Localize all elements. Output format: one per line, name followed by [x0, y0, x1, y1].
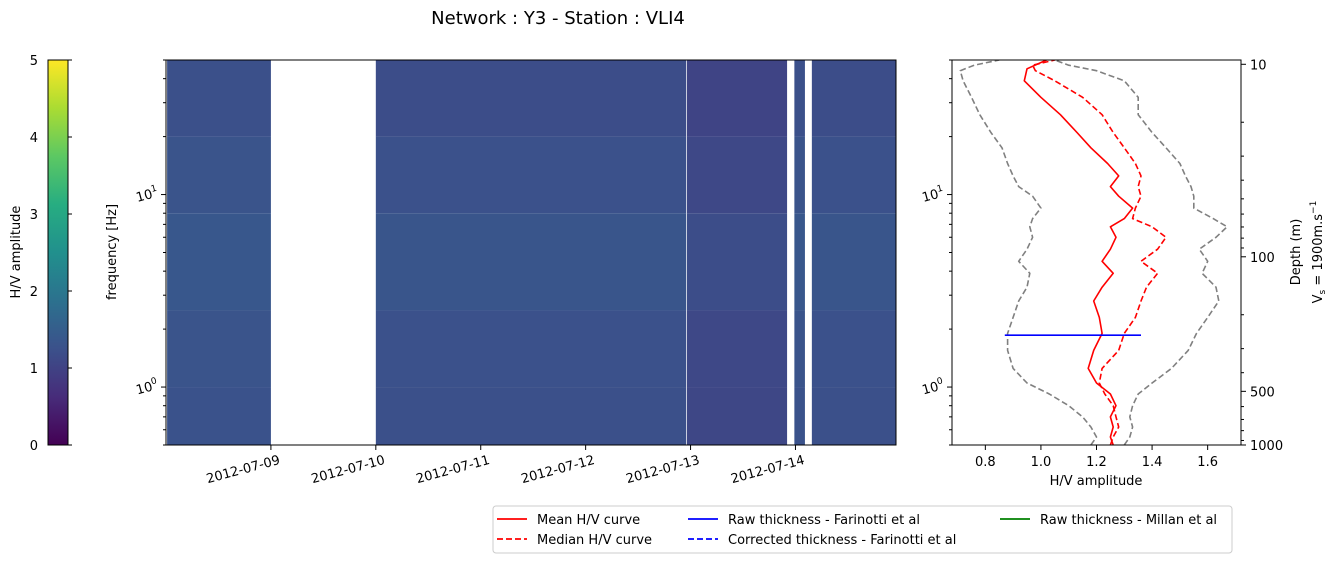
spectrogram-cell: [375, 136, 687, 214]
hv-x-ticks: 0.8 1.0 1.2 1.4 1.6: [975, 445, 1218, 470]
hv-curves: [959, 60, 1228, 445]
colorbar-tick-label: 2: [30, 285, 38, 300]
hv-depth-ticks: 10 100 500 1000: [1241, 58, 1283, 454]
hv-x-tick-label: 1.0: [1031, 455, 1052, 470]
spectrogram-cell: [167, 310, 271, 388]
hv-series-percentile-envelope: [959, 60, 1098, 445]
spectrogram-cell: [167, 213, 271, 311]
spectrogram-x-tick-label: 2012-07-14: [729, 453, 806, 487]
vs-subscript: s: [1318, 289, 1328, 294]
depth-tick-label: 1000: [1250, 439, 1283, 454]
hv-y-tick-label: 100: [920, 376, 946, 398]
colorbar-ticks: 0 1 2 3 4 5: [30, 54, 72, 454]
legend-label: Raw thickness - Farinotti et al: [728, 513, 920, 528]
spectrogram-cell: [167, 387, 271, 445]
spectrogram-cell: [686, 213, 788, 311]
spectrogram-x-tick-label: 2012-07-10: [310, 453, 387, 487]
spectrogram-cell: [375, 387, 687, 445]
figure-title: Network : Y3 - Station : VLI4: [431, 8, 685, 29]
spectrogram-data: [167, 60, 896, 445]
spectrogram-y-tick-exponent: 1: [150, 184, 158, 195]
vs-superscript: −1: [1309, 201, 1319, 214]
spectrogram-cell: [686, 136, 788, 214]
vs-text: = 1900m.s: [1311, 214, 1326, 290]
legend-items: Mean H/V curve Median H/V curve Raw thickn…: [497, 513, 1217, 548]
spectrogram-x-ticks: 2012-07-09 2012-07-10 2012-07-11 2012-07-12…: [205, 445, 806, 487]
legend: Mean H/V curve Median H/V curve Raw thickn…: [492, 505, 1233, 554]
spectrogram-x-tick-label: 2012-07-13: [625, 453, 702, 487]
hv-series-mean-h-v-curve: [1023, 60, 1134, 445]
legend-label: Corrected thickness - Farinotti et al: [728, 533, 956, 548]
spectrogram-x-tick-label: 2012-07-11: [415, 453, 492, 487]
hv-y-tick-base: 10: [921, 187, 941, 206]
spectrogram-cell: [375, 60, 687, 137]
spectrogram-cell: [811, 310, 896, 388]
spectrogram-cell: [167, 60, 271, 137]
spectrogram-cell: [375, 310, 687, 388]
colorbar-label: H/V amplitude: [9, 206, 24, 299]
spectrogram-y-tick-exponent: 0: [150, 376, 158, 387]
spectrogram-cell: [811, 213, 896, 311]
spectrogram-cell: [794, 136, 805, 214]
colorbar-tick-label: 1: [30, 362, 38, 377]
legend-label: Median H/V curve: [537, 533, 652, 548]
hv-x-tick-label: 1.6: [1197, 455, 1218, 470]
hv-background: [952, 60, 1241, 445]
hv-x-tick-label: 1.4: [1142, 455, 1163, 470]
colorbar-tick-label: 4: [30, 131, 38, 146]
hv-series-median-h-v-curve: [1031, 60, 1167, 445]
depth-axis-label: Depth (m): [1289, 219, 1304, 286]
legend-frame: [492, 505, 1233, 554]
spectrogram-cell: [811, 136, 896, 214]
spectrogram-y-tick-base: 10: [135, 380, 155, 399]
spectrogram-cell: [686, 60, 788, 137]
colorbar: 0 1 2 3 4 5 H/V amplitude: [9, 54, 72, 454]
vs-axis-label: Vs = 1900m.s−1: [1309, 201, 1328, 304]
spectrogram-cell: [375, 213, 687, 311]
spectrogram-cell: [794, 310, 805, 388]
spectrogram-x-tick-label: 2012-07-09: [205, 453, 282, 487]
spectrogram-cell: [811, 387, 896, 445]
colorbar-tick-label: 5: [30, 54, 38, 69]
spectrogram-y-tick-base: 10: [135, 187, 155, 206]
spectrogram-y-tick-label: 101: [134, 184, 160, 206]
hv-x-tick-label: 0.8: [975, 455, 996, 470]
legend-label: Raw thickness - Millan et al: [1040, 513, 1217, 528]
hv-y-tick-base: 10: [921, 380, 941, 399]
spectrogram-cell: [794, 213, 805, 311]
spectrogram-y-label: frequency [Hz]: [105, 204, 120, 300]
spectrogram-cell: [794, 387, 805, 445]
hv-y-tick-label: 101: [920, 184, 946, 206]
hv-y-tick-exponent: 0: [936, 376, 944, 387]
spectrogram-x-tick-label: 2012-07-12: [520, 453, 597, 487]
spectrogram-cell: [794, 60, 805, 137]
colorbar-tick-label: 0: [30, 439, 38, 454]
spectrogram-panel: 2012-07-09 2012-07-10 2012-07-11 2012-07-12…: [105, 59, 897, 487]
legend-label: Mean H/V curve: [537, 513, 640, 528]
depth-tick-label: 10: [1250, 58, 1267, 73]
colorbar-frame: [47, 59, 69, 446]
colorbar-gradient: [48, 60, 68, 445]
depth-tick-label: 500: [1250, 385, 1275, 400]
hv-x-label: H/V amplitude: [1050, 474, 1143, 489]
spectrogram-cell: [686, 387, 788, 445]
hv-x-tick-label: 1.2: [1086, 455, 1107, 470]
colorbar-tick-label: 3: [30, 208, 38, 223]
vs-symbol: V: [1311, 294, 1326, 303]
spectrogram-cell: [686, 310, 788, 388]
hv-y-tick-exponent: 1: [936, 184, 944, 195]
spectrogram-cell: [811, 60, 896, 137]
depth-tick-label: 100: [1250, 251, 1275, 266]
hv-series-percentile-envelope: [1054, 60, 1228, 445]
spectrogram-y-tick-label: 100: [134, 376, 160, 398]
spectrogram-cell: [167, 136, 271, 214]
